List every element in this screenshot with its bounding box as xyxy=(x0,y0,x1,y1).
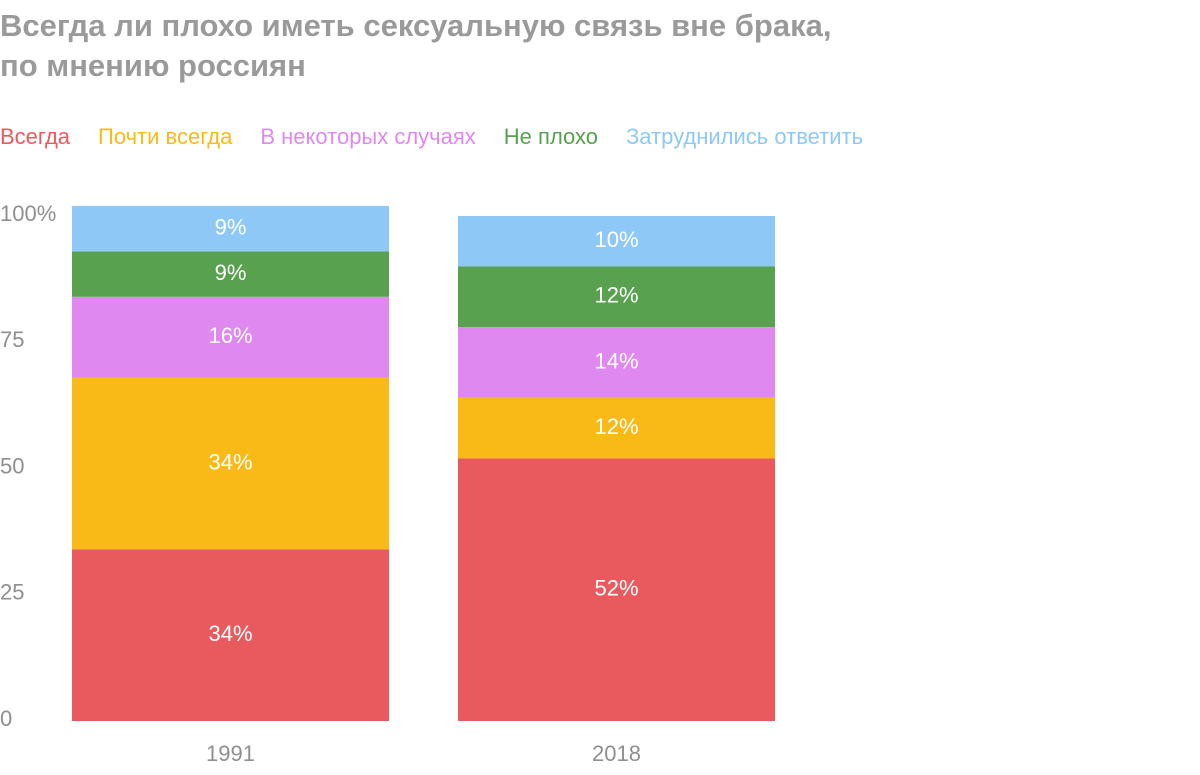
legend: Всегда Почти всегда В некоторых случаях … xyxy=(0,122,891,152)
y-tick-label: 50 xyxy=(0,453,24,478)
x-tick-label: 1991 xyxy=(206,741,255,766)
bar-data-label: 16% xyxy=(208,323,252,348)
y-tick-label: 0 xyxy=(0,706,12,731)
bar-data-label: 12% xyxy=(594,283,638,308)
bar-segment xyxy=(72,205,389,252)
chart-title-line-1: Всегда ли плохо иметь сексуальную связь … xyxy=(0,8,832,43)
bar-data-label: 10% xyxy=(594,227,638,252)
bar-data-label: 14% xyxy=(594,348,638,373)
bars: 34% 34% 16% 9% 9% 52% 12% 14% 12% 10% xyxy=(72,205,775,721)
bar-data-label: 34% xyxy=(208,449,252,474)
bar-segment xyxy=(458,327,775,398)
bar-data-label: 9% xyxy=(215,260,247,285)
bar-segment xyxy=(458,266,775,328)
legend-item-not-bad: Не плохо xyxy=(503,124,599,149)
bar-segment xyxy=(458,216,775,267)
legend-item-always: Всегда xyxy=(0,124,71,149)
y-tick-label: 25 xyxy=(0,580,24,605)
bar-data-label: 12% xyxy=(594,414,638,439)
bar-segment xyxy=(458,397,775,459)
legend-item-almost-always: Почти всегда xyxy=(98,124,233,149)
y-axis: 0 25 50 75 100% xyxy=(0,201,56,731)
bar-data-label: 52% xyxy=(594,576,638,601)
legend-item-sometimes: В некоторых случаях xyxy=(260,124,476,149)
chart-title-line-2: по мнению россиян xyxy=(0,48,306,83)
bar-data-label: 34% xyxy=(208,621,252,646)
y-tick-label: 100% xyxy=(0,201,56,226)
chart-title: Всегда ли плохо иметь сексуальную связь … xyxy=(0,6,1000,86)
bar-segment xyxy=(72,251,389,297)
bar-data-label: 9% xyxy=(215,214,247,239)
bar-segment xyxy=(458,458,775,721)
y-tick-label: 75 xyxy=(0,327,24,352)
x-axis: 1991 2018 xyxy=(206,741,641,766)
x-tick-label: 2018 xyxy=(592,741,641,766)
bar-segment xyxy=(72,377,389,550)
bar-segment xyxy=(72,549,389,721)
bar-segment xyxy=(72,296,389,378)
legend-item-no-answer: Затруднились ответить xyxy=(626,124,864,149)
